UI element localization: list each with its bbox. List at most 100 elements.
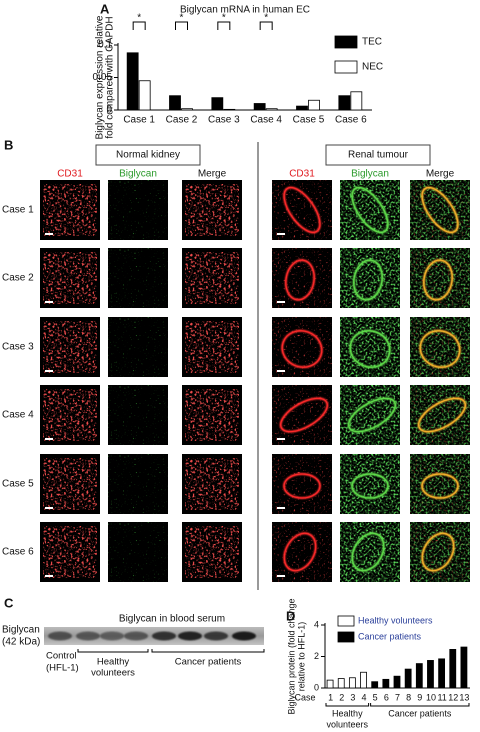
row-label: Case 4 — [2, 410, 34, 421]
bar — [169, 95, 181, 111]
micrograph — [40, 385, 100, 445]
group-bracket — [325, 703, 370, 707]
y-tick-label: 0 — [106, 105, 112, 116]
micrograph — [272, 385, 332, 445]
bar — [138, 80, 151, 111]
bar — [308, 99, 320, 111]
group-bracket — [77, 649, 149, 653]
column-label: Biglycan — [119, 169, 157, 180]
x-tick-label: Case 2 — [166, 115, 198, 126]
column-label: Merge — [426, 169, 455, 180]
y-tick-label: 0.1 — [98, 40, 112, 51]
y-tick-label: 2 — [314, 651, 319, 661]
column-label: CD31 — [289, 169, 315, 180]
bar — [348, 677, 356, 689]
vessel — [285, 259, 315, 301]
panel-label: B — [4, 137, 13, 152]
micrograph — [40, 454, 100, 514]
group-label: volunteers — [327, 719, 369, 729]
significance-mark: * — [137, 13, 141, 24]
micrograph — [272, 454, 332, 514]
blot-band — [76, 631, 100, 641]
vessel — [351, 532, 385, 572]
bar — [427, 660, 434, 689]
micrograph — [182, 522, 242, 582]
micrograph — [40, 180, 100, 240]
tissue — [108, 454, 168, 514]
blot-label: (42 kDa) — [2, 637, 40, 648]
blot-band — [124, 631, 148, 641]
x-tick-label: 6 — [384, 692, 389, 702]
micrograph — [182, 248, 242, 308]
legend-label: Cancer patients — [358, 631, 422, 641]
x-tick-label: Case 4 — [250, 115, 282, 126]
blot-band — [204, 631, 228, 641]
bar — [296, 105, 308, 111]
x-tick-label: Case 1 — [123, 115, 155, 126]
x-tick-label: 5 — [373, 692, 378, 702]
tissue — [272, 454, 332, 514]
tissue — [108, 248, 168, 308]
bar — [337, 678, 345, 689]
vessel — [283, 532, 317, 572]
bar — [360, 671, 367, 689]
vessel — [421, 187, 459, 233]
bar — [265, 108, 278, 111]
significance-bracket — [259, 21, 273, 30]
tissue — [43, 389, 97, 441]
x-tick-label: Case 5 — [293, 115, 325, 126]
vessel — [419, 330, 461, 368]
tissue — [108, 385, 168, 445]
tissue — [108, 180, 168, 240]
tissue — [108, 317, 168, 377]
x-tick-label: 2 — [339, 692, 344, 702]
vessel — [348, 397, 396, 433]
bar — [253, 103, 266, 111]
significance-mark: * — [222, 13, 226, 24]
tissue — [272, 180, 332, 240]
legend-swatch — [334, 35, 358, 49]
micrograph — [410, 248, 470, 308]
x-axis-label: Case — [294, 692, 315, 702]
tissue — [43, 252, 97, 304]
blot-band — [152, 631, 176, 641]
blot-group-label: (HFL-1) — [46, 663, 79, 674]
micrograph — [272, 248, 332, 308]
header-box — [325, 144, 431, 166]
column-label: CD31 — [57, 169, 83, 180]
row-label: Case 5 — [2, 479, 34, 490]
header-box — [95, 144, 201, 166]
group-bracket — [151, 649, 265, 653]
micrograph — [340, 454, 400, 514]
significance-bracket — [217, 21, 231, 30]
micrograph — [182, 180, 242, 240]
tissue — [185, 458, 239, 510]
y-axis-label: relative to HFL-1) — [296, 622, 306, 692]
micrograph — [182, 385, 242, 445]
tissue — [43, 526, 97, 578]
blot-title: Biglycan in blood serum — [119, 614, 225, 625]
row-label: Case 3 — [2, 342, 34, 353]
bar — [338, 95, 351, 111]
micrograph — [340, 522, 400, 582]
significance-mark: * — [180, 13, 184, 24]
tissue — [185, 252, 239, 304]
column-label: Biglycan — [351, 169, 389, 180]
micrograph — [410, 522, 470, 582]
micrograph — [340, 180, 400, 240]
tissue — [340, 522, 400, 582]
panel-header: Normal kidney — [116, 150, 180, 161]
bar — [326, 679, 334, 689]
blot-group-label: Control — [46, 651, 77, 662]
panel-label: A — [100, 1, 110, 16]
x-tick-label: Case 6 — [335, 115, 367, 126]
tissue — [43, 458, 97, 510]
vessel — [353, 259, 383, 301]
tissue — [410, 248, 470, 308]
significance-bracket — [175, 21, 188, 30]
micrograph — [108, 248, 168, 308]
micrograph — [108, 385, 168, 445]
micrograph — [272, 180, 332, 240]
tissue — [410, 454, 470, 514]
